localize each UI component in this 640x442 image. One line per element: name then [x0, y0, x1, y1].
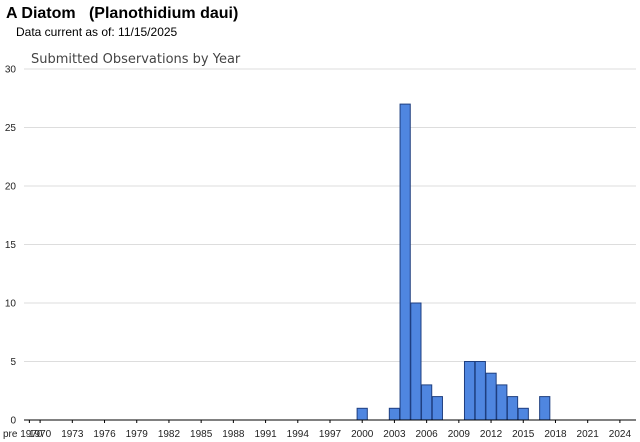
bars: [356, 103, 551, 421]
x-tick-label: pre 1970: [3, 429, 43, 440]
x-tick-label: 1985: [190, 429, 213, 440]
data-current-label: Data current as of: 11/15/2025: [16, 25, 178, 39]
chart-title: Submitted Observations by Year: [31, 52, 241, 67]
y-tick-label: 15: [5, 240, 17, 251]
y-tick-label: 0: [10, 416, 16, 427]
x-tick-label: 2012: [480, 429, 503, 440]
x-tick-label: 1973: [61, 429, 84, 440]
bar-2000: [356, 407, 368, 421]
y-tick-label: 25: [5, 123, 17, 134]
x-tick-label: 2021: [577, 429, 600, 440]
x-tick-label: 2000: [351, 429, 374, 440]
y-tick-label: 20: [5, 182, 17, 193]
bar-2003: [388, 407, 401, 421]
x-tick-label: 2024: [609, 429, 632, 440]
x-tick-label: 1982: [158, 429, 181, 440]
bar-2007: [431, 396, 443, 421]
page-title: A Diatom (Planothidium daui): [6, 5, 239, 22]
x-tick-label: 2015: [512, 429, 535, 440]
y-tick-label: 5: [10, 357, 16, 368]
bar-2015: [517, 407, 529, 421]
x-tick-label: 1994: [287, 429, 310, 440]
bar-2017: [539, 396, 551, 421]
x-tick-label: 2006: [416, 429, 439, 440]
x-tick-label: 1976: [93, 429, 116, 440]
x-tick-label: 2018: [544, 429, 567, 440]
x-tick-label: 1988: [222, 429, 245, 440]
x-tick-label: 2003: [383, 429, 406, 440]
x-tick-label: 2009: [448, 429, 471, 440]
bar-2011: [474, 361, 486, 421]
x-tick-label: 1979: [126, 429, 149, 440]
bar-2013: [496, 384, 508, 421]
x-tick-label: 1997: [319, 429, 342, 440]
bar-2005: [410, 302, 422, 421]
y-tick-label: 30: [5, 65, 17, 76]
bar-2012: [485, 372, 497, 421]
bar-2014: [506, 396, 519, 421]
x-tick-label: 1970: [29, 429, 52, 440]
grid-lines: [24, 68, 636, 362]
bar-2006: [421, 384, 433, 421]
bar-2010: [463, 361, 476, 421]
bar-2004: [399, 103, 411, 421]
y-tick-label: 10: [5, 299, 17, 310]
x-tick-label: 1991: [254, 429, 277, 440]
